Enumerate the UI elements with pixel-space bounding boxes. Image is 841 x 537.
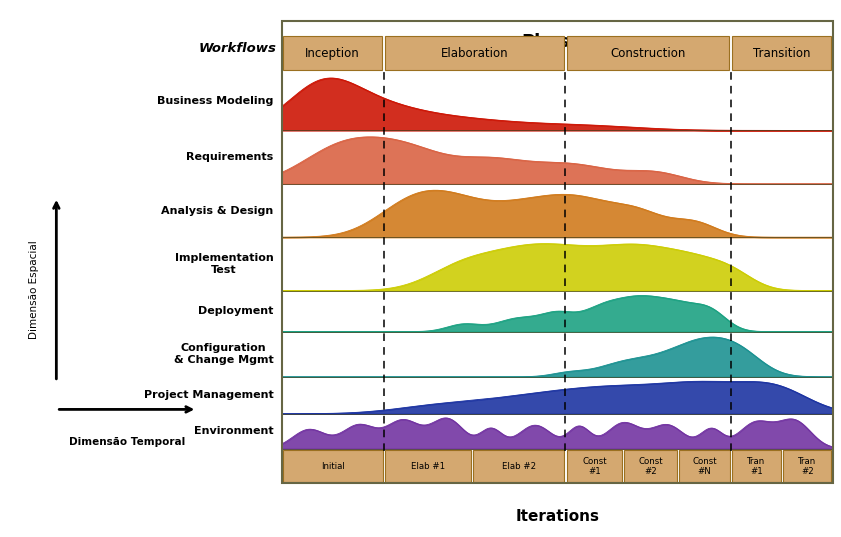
Text: Elab #1: Elab #1 [410,462,445,471]
Text: Requirements: Requirements [186,152,273,162]
FancyBboxPatch shape [385,37,563,70]
FancyBboxPatch shape [384,450,471,482]
FancyBboxPatch shape [283,37,382,70]
Text: Configuration
& Change Mgmt: Configuration & Change Mgmt [173,344,273,365]
FancyBboxPatch shape [567,450,622,482]
FancyBboxPatch shape [567,37,729,70]
Text: Transition: Transition [753,47,811,60]
Text: Const
#2: Const #2 [638,456,663,476]
FancyBboxPatch shape [733,37,831,70]
Text: Workflows: Workflows [198,42,276,55]
Text: Dimensão Espacial: Dimensão Espacial [29,240,39,339]
Text: Phases: Phases [521,33,593,51]
Text: Elaboration: Elaboration [441,47,508,60]
Text: Dimensão Temporal: Dimensão Temporal [69,437,185,447]
Text: Tran
#2: Tran #2 [798,456,817,476]
FancyBboxPatch shape [783,450,832,482]
FancyBboxPatch shape [732,450,780,482]
Text: Tran
#1: Tran #1 [747,456,765,476]
FancyBboxPatch shape [624,450,677,482]
Text: Const
#1: Const #1 [582,456,606,476]
Text: Elab #2: Elab #2 [501,462,536,471]
FancyBboxPatch shape [473,450,564,482]
Text: Inception: Inception [305,47,360,60]
Text: Iterations: Iterations [516,509,599,524]
Text: Const
#N: Const #N [692,456,717,476]
Text: Implementation
Test: Implementation Test [175,253,273,275]
Text: Environment: Environment [193,426,273,436]
Text: Construction: Construction [611,47,685,60]
Text: Initial: Initial [320,462,345,471]
FancyBboxPatch shape [283,450,383,482]
FancyBboxPatch shape [680,450,730,482]
Text: Analysis & Design: Analysis & Design [161,206,273,215]
Text: Deployment: Deployment [198,306,273,316]
Text: Project Management: Project Management [144,390,273,400]
Text: Business Modeling: Business Modeling [157,96,273,106]
